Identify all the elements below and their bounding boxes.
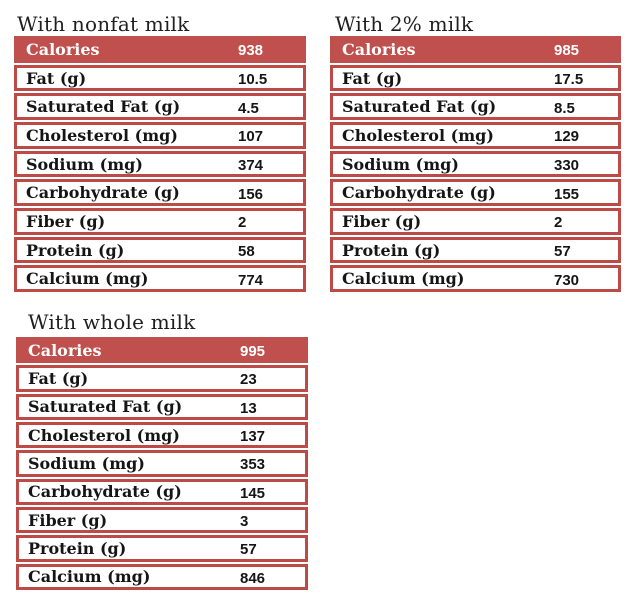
calories-header-row: Calories 995 — [16, 337, 308, 364]
table-row-sodium: Sodium (mg) 374 — [14, 150, 306, 178]
table-row-cholesterol: Cholesterol (mg) 137 — [16, 421, 308, 449]
table-row-fat: Fat (g) 10.5 — [14, 64, 306, 92]
calories-header-row: Calories 985 — [330, 36, 621, 63]
row-label: Carbohydrate (g) — [26, 183, 180, 203]
row-label: Calories — [342, 39, 416, 59]
table-row-fat: Fat (g) 23 — [16, 365, 308, 392]
table-row-protein: Protein (g) 58 — [14, 236, 306, 264]
row-value: 374 — [238, 157, 264, 175]
row-label: Calories — [28, 340, 102, 360]
row-label: Carbohydrate (g) — [28, 482, 182, 502]
row-value: 330 — [554, 157, 580, 175]
nutrition-table-whole-milk: Calories 995 Fat (g) 23 Saturated Fat (g… — [16, 337, 308, 590]
row-value: 137 — [240, 428, 266, 446]
row-value: 353 — [240, 456, 266, 474]
table-row-fiber: Fiber (g) 2 — [330, 208, 621, 235]
table-row-protein: Protein (g) 57 — [16, 535, 308, 562]
row-label: Fat (g) — [342, 68, 403, 88]
row-value: 129 — [554, 128, 580, 146]
table-row-calcium: Calcium (mg) 774 — [14, 265, 306, 293]
table-row-cholesterol: Cholesterol (mg) 129 — [330, 122, 621, 149]
row-value: 13 — [240, 399, 257, 417]
table-row-carbohydrate: Carbohydrate (g) 156 — [14, 179, 306, 207]
row-value: 155 — [554, 185, 580, 203]
row-label: Fiber (g) — [26, 211, 106, 231]
row-value: 938 — [238, 42, 264, 60]
row-value: 730 — [554, 271, 580, 289]
table-row-sodium: Sodium (mg) 353 — [16, 450, 308, 477]
row-label: Sodium (mg) — [28, 453, 145, 473]
table-row-saturated-fat: Saturated Fat (g) 13 — [16, 393, 308, 420]
row-label: Carbohydrate (g) — [342, 183, 496, 203]
row-value: 774 — [238, 271, 264, 289]
row-value: 985 — [554, 42, 580, 60]
nutrition-table-2-percent-milk: Calories 985 Fat (g) 17.5 Saturated Fat … — [330, 36, 621, 293]
row-value: 846 — [240, 569, 266, 587]
row-value: 17.5 — [554, 71, 584, 88]
row-value: 156 — [238, 185, 264, 203]
row-label: Calcium (mg) — [26, 269, 149, 289]
table-row-carbohydrate: Carbohydrate (g) 145 — [16, 478, 308, 505]
table-row-fiber: Fiber (g) 2 — [14, 208, 306, 235]
row-value: 4.5 — [238, 99, 259, 117]
row-label: Fiber (g) — [342, 211, 422, 231]
table-title-whole-milk: With whole milk — [28, 310, 196, 334]
nutrition-table-nonfat-milk: Calories 938 Fat (g) 10.5 Saturated Fat … — [14, 36, 306, 293]
table-row-cholesterol: Cholesterol (mg) 107 — [14, 122, 306, 149]
table-row-carbohydrate: Carbohydrate (g) 155 — [330, 179, 621, 207]
row-label: Cholesterol (mg) — [28, 425, 180, 445]
row-value: 2 — [238, 214, 247, 232]
row-label: Saturated Fat (g) — [342, 97, 497, 117]
row-label: Protein (g) — [342, 240, 441, 260]
table-title-nonfat-milk: With nonfat milk — [17, 12, 190, 36]
row-label: Cholesterol (mg) — [26, 125, 178, 145]
row-value: 57 — [240, 541, 257, 559]
row-value: 145 — [240, 484, 266, 502]
row-label: Protein (g) — [28, 538, 127, 558]
row-label: Sodium (mg) — [342, 154, 459, 174]
row-label: Fiber (g) — [28, 510, 108, 530]
row-label: Calcium (mg) — [28, 567, 151, 587]
table-row-fat: Fat (g) 17.5 — [330, 64, 621, 92]
row-value: 10.5 — [238, 71, 268, 88]
row-value: 3 — [240, 513, 249, 531]
row-label: Cholesterol (mg) — [342, 125, 494, 145]
row-label: Protein (g) — [26, 240, 125, 260]
row-label: Fat (g) — [26, 68, 87, 88]
row-value: 23 — [240, 371, 257, 389]
row-label: Calories — [26, 39, 100, 59]
row-label: Fat (g) — [28, 368, 89, 388]
row-value: 8.5 — [554, 99, 575, 117]
row-value: 2 — [554, 214, 563, 232]
table-row-sodium: Sodium (mg) 330 — [330, 150, 621, 178]
row-value: 995 — [240, 343, 266, 361]
table-row-calcium: Calcium (mg) 846 — [16, 563, 308, 590]
table-row-protein: Protein (g) 57 — [330, 236, 621, 264]
row-label: Sodium (mg) — [26, 154, 143, 174]
row-value: 57 — [554, 243, 571, 261]
row-value: 58 — [238, 243, 255, 261]
table-row-saturated-fat: Saturated Fat (g) 8.5 — [330, 93, 621, 121]
row-label: Calcium (mg) — [342, 269, 465, 289]
table-title-2-percent-milk: With 2% milk — [335, 12, 474, 36]
table-row-saturated-fat: Saturated Fat (g) 4.5 — [14, 93, 306, 121]
row-label: Saturated Fat (g) — [28, 397, 183, 417]
row-label: Saturated Fat (g) — [26, 97, 181, 117]
calories-header-row: Calories 938 — [14, 36, 306, 63]
table-row-fiber: Fiber (g) 3 — [16, 506, 308, 534]
table-row-calcium: Calcium (mg) 730 — [330, 265, 621, 293]
row-value: 107 — [238, 128, 264, 146]
